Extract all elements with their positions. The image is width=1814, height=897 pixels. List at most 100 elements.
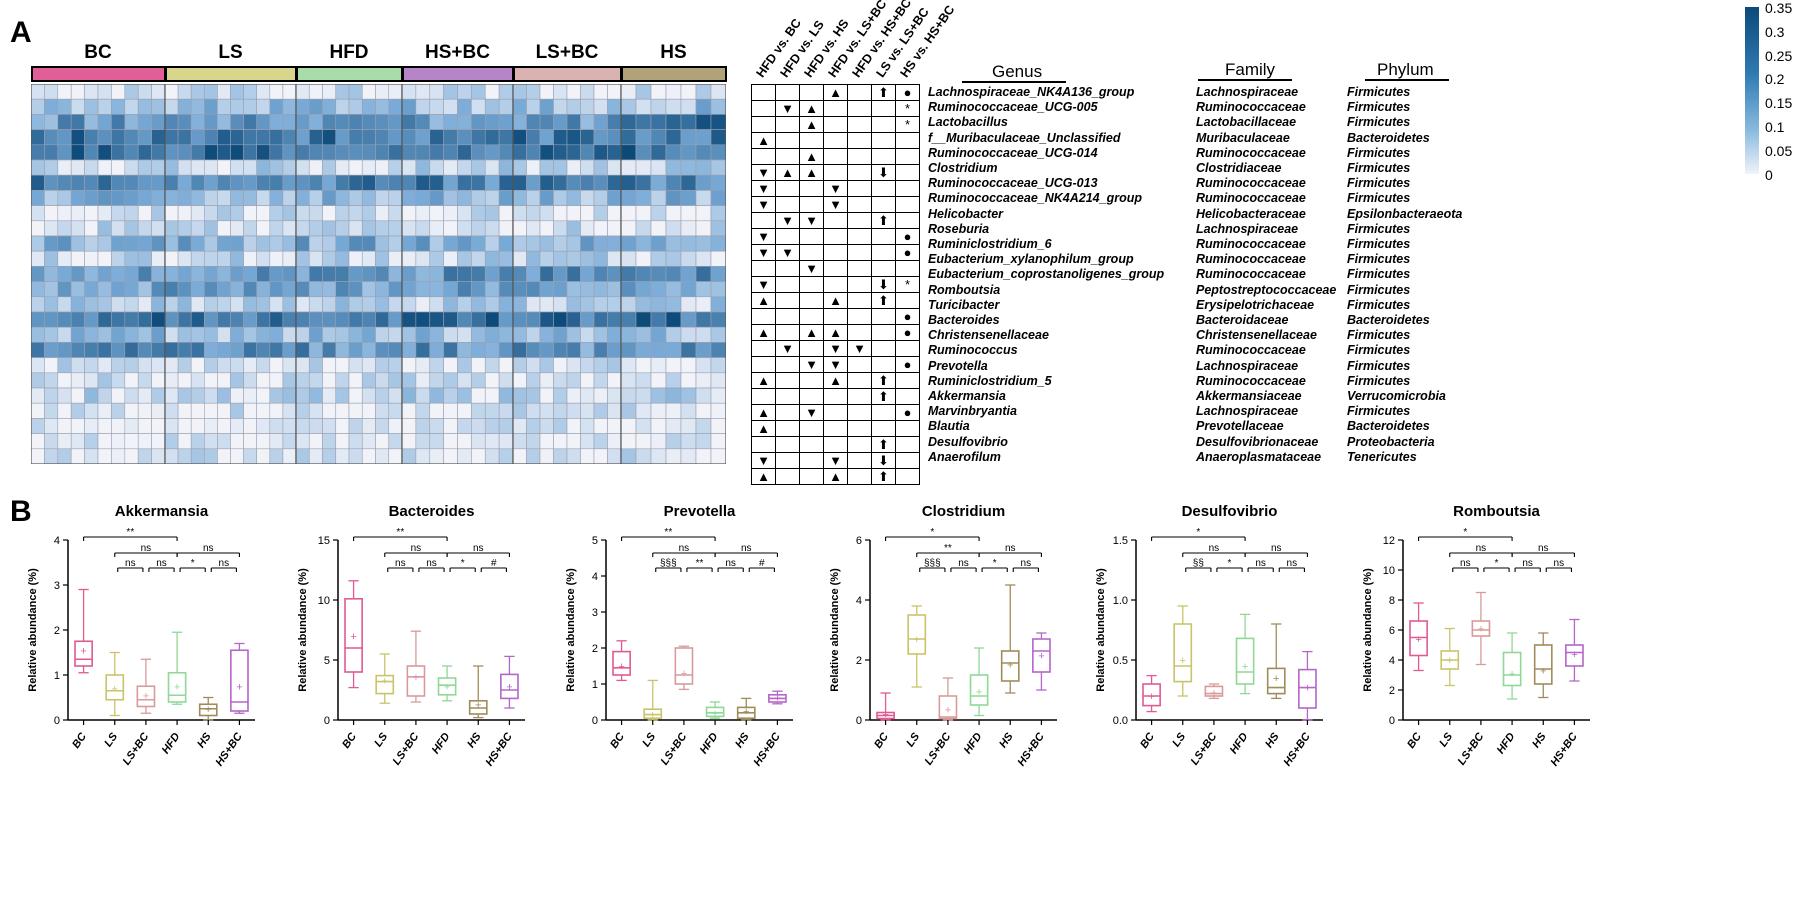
heatmap-cell bbox=[44, 250, 59, 267]
heatmap-cell bbox=[308, 418, 323, 434]
heatmap-cell bbox=[429, 387, 444, 404]
heatmap-cell bbox=[539, 129, 554, 146]
heatmap-cell bbox=[695, 129, 712, 146]
heatmap-cell bbox=[620, 235, 637, 252]
heatmap-cell bbox=[335, 84, 350, 100]
heatmap-cell bbox=[361, 448, 376, 464]
heatmap-cell bbox=[124, 433, 139, 450]
heatmap-cell bbox=[635, 266, 652, 282]
heatmap-cell bbox=[593, 174, 608, 191]
heatmap-group-label: HS+BC bbox=[425, 42, 490, 63]
heatmap-cell bbox=[566, 190, 581, 206]
genus-name: Ruminiclostridium_6 bbox=[928, 237, 1052, 251]
heatmap-cell bbox=[635, 129, 652, 146]
heatmap-cell bbox=[498, 433, 514, 450]
box bbox=[1471, 620, 1491, 637]
heatmap-cell bbox=[457, 159, 472, 176]
significance-label: ns bbox=[1554, 558, 1565, 569]
heatmap-cell bbox=[457, 205, 472, 222]
heatmap-cell bbox=[295, 190, 310, 206]
heatmap-cell bbox=[322, 205, 337, 222]
heatmap-cell bbox=[539, 190, 554, 206]
genus-name: Eubacterium_coprostanoligenes_group bbox=[928, 267, 1165, 282]
heatmap-cell bbox=[204, 266, 218, 282]
heatmap-cell bbox=[243, 418, 258, 434]
heatmap-cell bbox=[124, 144, 139, 161]
significance-cell: ▼ bbox=[751, 164, 776, 181]
heatmap-cell bbox=[295, 433, 310, 450]
heatmap-cell bbox=[31, 402, 45, 419]
y-axis-label: Relative abundance (%) bbox=[297, 568, 309, 692]
significance-cell bbox=[847, 84, 872, 101]
mean-marker: + bbox=[712, 708, 718, 720]
heatmap-cell bbox=[308, 220, 323, 237]
heatmap-cell bbox=[97, 387, 112, 404]
heatmap-cell bbox=[650, 220, 667, 237]
heatmap-cell bbox=[177, 205, 192, 222]
mean-marker: + bbox=[506, 681, 512, 693]
heatmap-cell bbox=[680, 433, 697, 450]
colorbar bbox=[1745, 7, 1759, 174]
heatmap-cell bbox=[151, 250, 166, 267]
heatmap-cell bbox=[443, 144, 458, 161]
significance-cell: ▼ bbox=[799, 404, 824, 421]
heatmap-cell bbox=[84, 311, 99, 328]
mean-marker: + bbox=[618, 661, 624, 673]
x-tick-label: HFD bbox=[698, 731, 721, 756]
heatmap-cell bbox=[57, 281, 72, 298]
mean-marker: + bbox=[1540, 666, 1546, 678]
heatmap-cell bbox=[498, 448, 514, 464]
heatmap-cell bbox=[84, 281, 99, 298]
heatmap-cell bbox=[348, 98, 363, 115]
heatmap-cell bbox=[84, 433, 99, 450]
significance-label: §§§ bbox=[924, 558, 941, 569]
box bbox=[938, 695, 958, 720]
heatmap-cell bbox=[84, 387, 99, 404]
heatmap-group-label: LS+BC bbox=[535, 42, 599, 63]
heatmap-cell bbox=[217, 281, 231, 298]
genus-name: Ruminococcaceae_UCG-014 bbox=[928, 145, 1098, 160]
heatmap-cell bbox=[429, 357, 444, 374]
heatmap-cell bbox=[295, 84, 310, 100]
heatmap-cell bbox=[204, 326, 218, 343]
y-tick-label: 0 bbox=[1389, 715, 1395, 727]
heatmap-cell bbox=[593, 418, 608, 434]
heatmap-cell bbox=[31, 129, 45, 146]
heatmap-cell bbox=[620, 326, 637, 343]
y-axis-label: Relative abundance (%) bbox=[1095, 568, 1107, 692]
heatmap-cell bbox=[695, 84, 712, 100]
heatmap-cell bbox=[230, 159, 244, 176]
heatmap-cell bbox=[566, 372, 581, 389]
heatmap-cell bbox=[322, 326, 337, 343]
heatmap-cell bbox=[566, 281, 581, 298]
heatmap-cell bbox=[361, 357, 376, 374]
significance-cell: ▲ bbox=[751, 324, 776, 341]
x-tick-label: HS+BC bbox=[483, 730, 515, 769]
heatmap-cell bbox=[526, 114, 541, 130]
phylum-name: Firmicutes bbox=[1347, 191, 1411, 206]
significance-cell bbox=[871, 340, 896, 357]
heatmap-cell bbox=[512, 129, 527, 146]
heatmap-cell bbox=[243, 372, 258, 389]
significance-row: ▲ ▲ ⬆ bbox=[751, 292, 920, 309]
heatmap-cell bbox=[84, 98, 99, 115]
heatmap-cell bbox=[164, 402, 179, 419]
heatmap-cell bbox=[680, 250, 697, 267]
heatmap-cell bbox=[177, 281, 192, 298]
heatmap-cell bbox=[44, 281, 59, 298]
significance-cell bbox=[823, 132, 848, 149]
mean-marker: + bbox=[945, 705, 951, 717]
heatmap-cell bbox=[217, 266, 231, 282]
heatmap-cell bbox=[177, 144, 192, 161]
heatmap-cell bbox=[635, 281, 652, 298]
heatmap-cell bbox=[31, 235, 45, 252]
heatmap-cell bbox=[137, 190, 152, 206]
heatmap-cell bbox=[498, 266, 514, 282]
significance-cell bbox=[823, 308, 848, 325]
significance-cell: ▲ bbox=[799, 164, 824, 181]
significance-cell bbox=[847, 388, 872, 405]
heatmap-cell bbox=[57, 402, 72, 419]
heatmap-cell bbox=[44, 296, 59, 313]
heatmap-cell bbox=[70, 433, 85, 450]
